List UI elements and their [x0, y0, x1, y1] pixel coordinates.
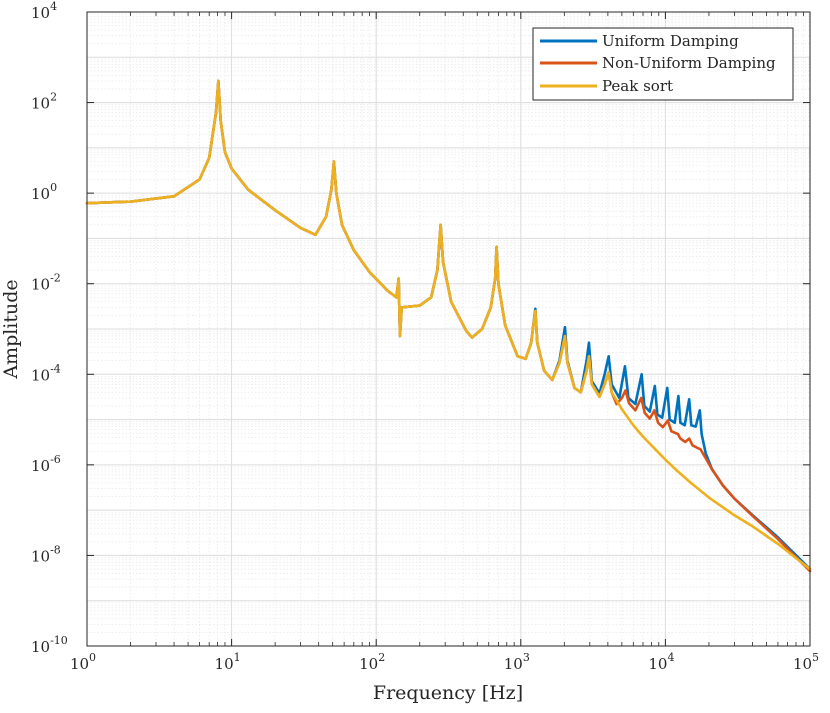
y-axis-title: Amplitude [0, 279, 22, 379]
plot-frame [86, 11, 811, 647]
x-tick-exponent: 5 [812, 651, 819, 664]
series-layer [85, 79, 812, 573]
x-tick-base: 10 [793, 655, 812, 673]
y-tick-label: 10-2 [31, 272, 61, 294]
x-tick-label: 104 [648, 651, 674, 673]
x-tick-exponent: 3 [523, 651, 530, 664]
y-tick-exponent: -8 [50, 543, 61, 556]
y-tick-base: 10 [31, 95, 50, 113]
y-tick-base: 10 [31, 4, 50, 22]
x-axis-title: Frequency [Hz] [373, 682, 523, 704]
y-tick-base: 10 [31, 547, 50, 565]
y-tick-exponent: 0 [50, 181, 57, 194]
y-tick-label: 100 [31, 181, 57, 203]
x-tick-label: 100 [70, 651, 96, 673]
y-tick-base: 10 [31, 276, 50, 294]
legend: Uniform Damping Non-Uniform Damping Peak… [532, 27, 794, 101]
y-tick-exponent: -6 [50, 453, 61, 466]
y-tick-base: 10 [31, 457, 50, 475]
y-tick-base: 10 [31, 638, 50, 656]
x-tick-labels: 100 101 102 103 104 105 [70, 651, 819, 673]
y-tick-exponent: -2 [50, 272, 61, 285]
x-tick-base: 10 [504, 655, 523, 673]
x-tick-base: 10 [648, 655, 667, 673]
y-tick-exponent: 4 [50, 0, 57, 13]
y-tick-label: 104 [31, 0, 57, 22]
y-tick-label: 10-4 [31, 362, 61, 384]
x-tick-exponent: 2 [378, 651, 385, 664]
y-tick-label: 102 [31, 91, 57, 113]
y-tick-exponent: -10 [50, 634, 68, 647]
x-tick-exponent: 4 [667, 651, 674, 664]
y-tick-label: 10-8 [31, 543, 61, 565]
ticks-layer [86, 11, 811, 647]
x-tick-label: 102 [359, 651, 385, 673]
x-tick-base: 10 [215, 655, 234, 673]
legend-label-nonuniform: Non-Uniform Damping [602, 54, 776, 72]
y-tick-base: 10 [31, 185, 50, 203]
x-tick-label: 105 [793, 651, 819, 673]
x-tick-base: 10 [70, 655, 89, 673]
y-tick-base: 10 [31, 366, 50, 384]
major-grid [87, 12, 810, 646]
legend-label-uniform: Uniform Damping [602, 32, 739, 50]
x-tick-base: 10 [359, 655, 378, 673]
x-tick-label: 101 [215, 651, 241, 673]
y-tick-exponent: -4 [50, 362, 61, 375]
y-tick-exponent: 2 [50, 91, 57, 104]
series-line-peak-sort [85, 79, 812, 571]
x-tick-exponent: 0 [89, 651, 96, 664]
legend-label-peaksort: Peak sort [602, 77, 673, 95]
x-tick-label: 103 [504, 651, 530, 673]
y-tick-label: 10-6 [31, 453, 61, 475]
x-tick-exponent: 1 [234, 651, 241, 664]
y-tick-label: 10-10 [31, 634, 68, 656]
